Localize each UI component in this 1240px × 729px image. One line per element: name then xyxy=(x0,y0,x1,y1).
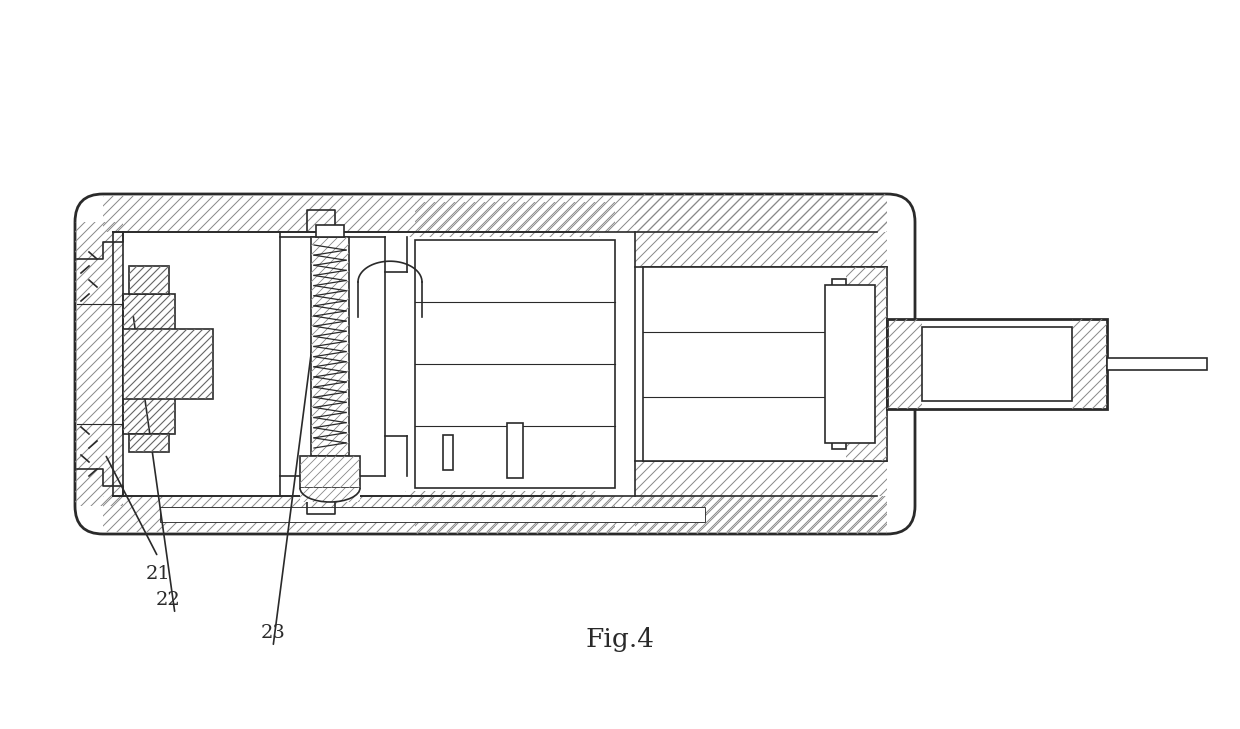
Text: 21: 21 xyxy=(145,565,170,583)
PathPatch shape xyxy=(1073,319,1107,409)
PathPatch shape xyxy=(635,194,887,232)
Bar xyxy=(300,488,360,502)
Bar xyxy=(316,225,343,237)
PathPatch shape xyxy=(123,329,213,399)
Bar xyxy=(300,456,360,488)
Bar xyxy=(923,327,1073,401)
Text: Fig.4: Fig.4 xyxy=(585,626,655,652)
PathPatch shape xyxy=(846,267,887,461)
Bar xyxy=(825,285,875,443)
PathPatch shape xyxy=(415,202,615,232)
PathPatch shape xyxy=(129,266,169,294)
Bar xyxy=(160,507,706,522)
PathPatch shape xyxy=(635,496,887,534)
PathPatch shape xyxy=(129,434,169,452)
Bar xyxy=(129,434,169,452)
PathPatch shape xyxy=(300,488,360,502)
PathPatch shape xyxy=(103,496,887,532)
Bar xyxy=(1107,358,1207,370)
Bar xyxy=(129,266,169,294)
Bar xyxy=(832,279,846,449)
Bar xyxy=(443,435,453,470)
PathPatch shape xyxy=(635,232,887,267)
Bar xyxy=(415,240,615,488)
FancyBboxPatch shape xyxy=(74,194,915,534)
PathPatch shape xyxy=(311,237,348,456)
PathPatch shape xyxy=(635,461,887,496)
PathPatch shape xyxy=(405,491,600,496)
PathPatch shape xyxy=(405,232,600,237)
Text: 23: 23 xyxy=(260,624,285,642)
PathPatch shape xyxy=(300,456,360,488)
Bar xyxy=(507,423,523,478)
Bar xyxy=(123,294,175,434)
Bar xyxy=(644,267,887,461)
PathPatch shape xyxy=(103,196,887,232)
PathPatch shape xyxy=(415,496,615,534)
Bar xyxy=(311,237,348,456)
Bar xyxy=(123,329,213,399)
Text: 22: 22 xyxy=(156,591,180,609)
PathPatch shape xyxy=(74,222,123,506)
Bar xyxy=(887,319,1107,409)
PathPatch shape xyxy=(887,319,923,409)
PathPatch shape xyxy=(123,294,175,434)
